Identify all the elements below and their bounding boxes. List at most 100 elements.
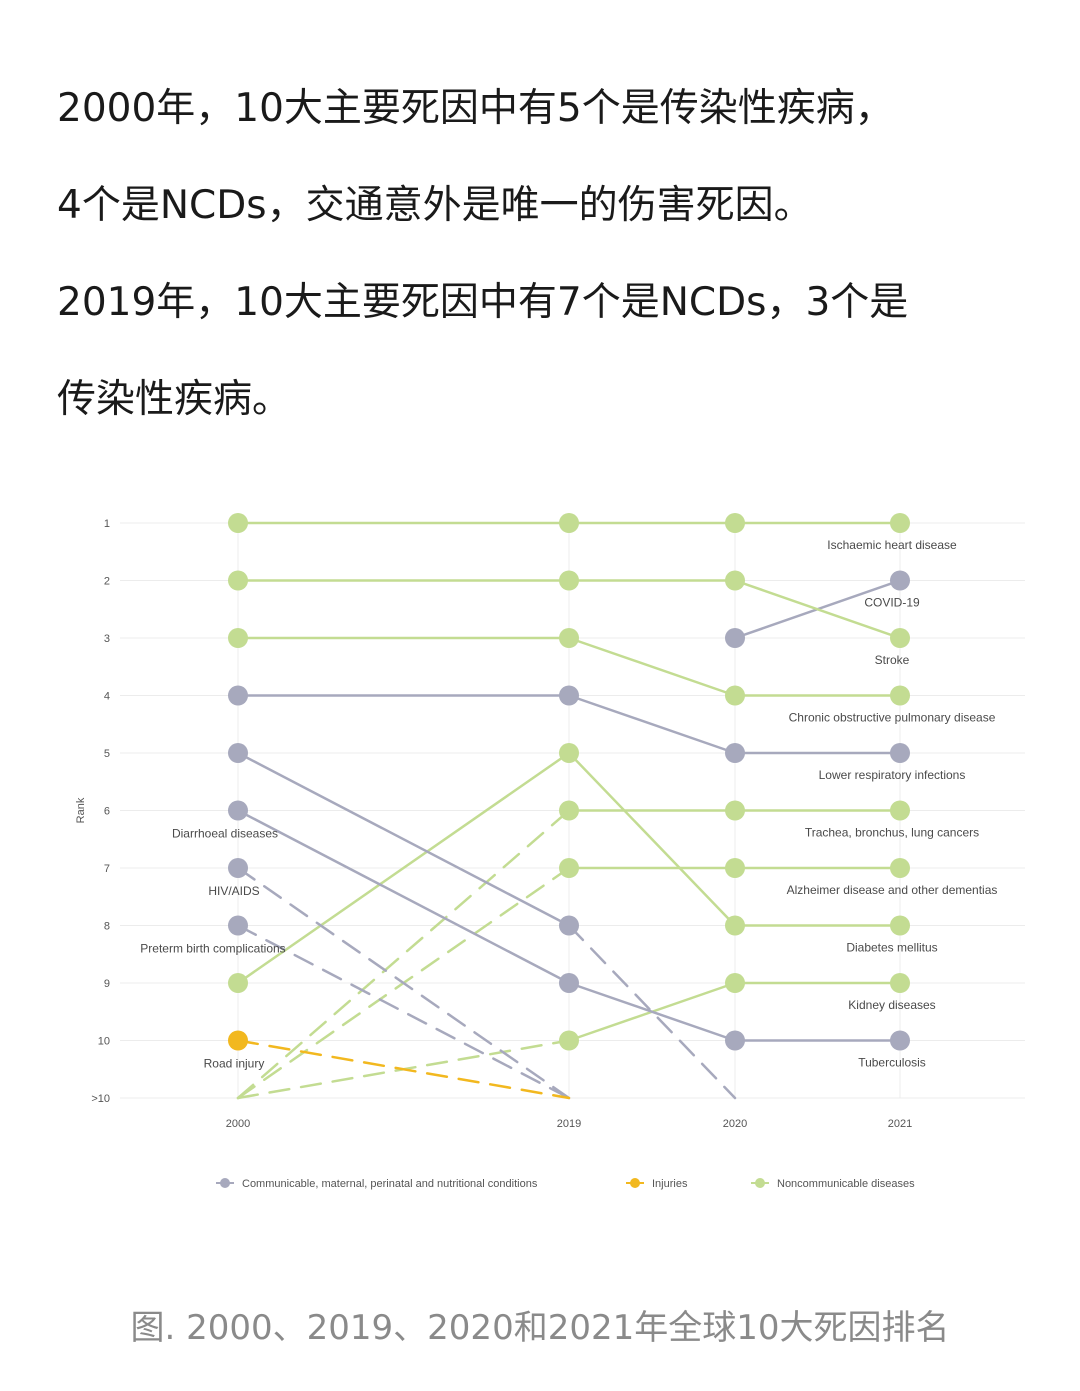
series-line-segment [733,579,902,640]
cause-label-2021: COVID-19 [864,596,920,610]
rank-point [890,743,910,763]
series-line-segment [567,751,737,927]
y-tick-label: >10 [91,1093,110,1105]
legend-swatch-dot [220,1178,230,1188]
series-line-segment [567,981,737,1042]
rank-point [228,743,248,763]
rank-point [725,513,745,533]
series-line-segment [236,751,571,927]
rank-point [559,628,579,648]
rank-point [890,685,910,706]
rank-point [228,513,248,533]
paragraph: 2019年，10大主要死因中有7个是NCDs，3个是 [57,280,909,325]
cause-label-2000: Preterm birth complications [140,942,285,956]
cause-label-2021: Alzheimer disease and other dementias [787,883,998,897]
rank-point [228,915,248,936]
rank-point [890,570,910,591]
rank-point [228,628,248,648]
rank-chart-figure: Ischaemic heart disease COVID-19 Stroke Chr… [0,470,1080,1250]
rank-point [725,973,745,993]
legend-swatch-dot [755,1178,765,1188]
paragraph: 2000年，10大主要死因中有5个是传染性疾病， [57,86,894,131]
cause-label-2021: Kidney diseases [848,998,935,1012]
series-line-segment [567,924,737,1100]
series-line-segment [567,694,737,755]
rank-point [890,973,910,993]
cause-label-2021: Tuberculosis [858,1056,926,1070]
rank-point [725,1030,745,1051]
rank-point [559,743,579,763]
rank-point [559,973,579,993]
rank-point [890,858,910,878]
y-tick-label: 9 [104,978,110,990]
series-line-segment [236,866,571,1100]
rank-chart: Ischaemic heart disease COVID-19 Stroke Chr… [75,513,1025,1190]
rank-point [559,858,579,878]
legend-item-communicable: Communicable, maternal, perinatal and nu… [216,1178,538,1190]
series-line-segment [567,636,737,697]
rank-point [725,685,745,706]
rank-point [725,915,745,936]
cause-label-2021: Ischaemic heart disease [827,538,957,552]
cause-label-2021: Lower respiratory infections [819,768,966,782]
rank-point [559,570,579,591]
series-line-segment [236,809,571,985]
paragraph: 4个是NCDs，交通意外是唯一的伤害死因。 [57,183,813,228]
legend-label: Injuries [652,1178,688,1190]
cause-label-2021: Chronic obstructive pulmonary disease [789,711,996,725]
figure-caption: 图. 2000、2019、2020和2021年全球10大死因排名 [130,1308,950,1348]
cause-label-2000: HIV/AIDS [208,884,259,898]
y-tick-label: 4 [104,691,110,703]
legend-label: Communicable, maternal, perinatal and nu… [242,1178,538,1190]
legend-swatch-dot [630,1178,640,1188]
y-tick-label: 6 [104,806,110,818]
y-tick-label: 7 [104,863,110,875]
cause-label-2000: Road injury [204,1057,265,1071]
cause-label-2021: Trachea, bronchus, lung cancers [805,826,979,840]
rank-point [228,973,248,993]
rank-point [559,1030,579,1051]
article-text: 2000年，10大主要死因中有5个是传染性疾病， 4个是NCDs，交通意外是唯一… [57,60,1047,448]
legend-item-injuries: Injuries [626,1178,688,1190]
series-line-segment [236,809,571,1100]
rank-point [890,915,910,936]
y-tick-label: 5 [104,748,110,760]
legend-label: Noncommunicable diseases [777,1178,915,1190]
x-tick-label: 2020 [723,1118,747,1130]
series-line-segment [236,1039,571,1100]
y-tick-label: 1 [104,518,110,530]
rank-point [228,685,248,706]
rank-point [890,800,910,821]
rank-point [725,858,745,878]
rank-point [228,858,248,878]
rank-point [228,1030,248,1051]
paragraph: 传染性疾病。 [57,377,292,422]
rank-point [559,915,579,936]
x-tick-label: 2021 [888,1118,912,1130]
cause-label-2021: Diabetes mellitus [846,941,937,955]
rank-point [725,743,745,763]
x-tick-label: 2019 [557,1118,581,1130]
rank-point [559,800,579,821]
legend-item-noncommunicable: Noncommunicable diseases [751,1178,915,1190]
rank-point [228,800,248,821]
rank-point [725,800,745,821]
series-line-segment [236,751,571,985]
y-tick-label: 3 [104,633,110,645]
rank-point [228,570,248,591]
rank-point [890,513,910,533]
rank-point [890,1030,910,1051]
x-tick-label: 2000 [226,1118,250,1130]
cause-label-2000: Diarrhoeal diseases [172,827,278,841]
rank-point [725,570,745,591]
rank-point [559,685,579,706]
cause-label-2021: Stroke [875,653,910,667]
series-line-segment [236,924,571,1100]
y-axis-title: Rank [75,797,87,823]
y-tick-label: 8 [104,921,110,933]
rank-point [725,628,745,648]
y-tick-label: 2 [104,576,110,588]
y-tick-label: 10 [98,1036,110,1048]
rank-point [890,628,910,648]
rank-point [559,513,579,533]
